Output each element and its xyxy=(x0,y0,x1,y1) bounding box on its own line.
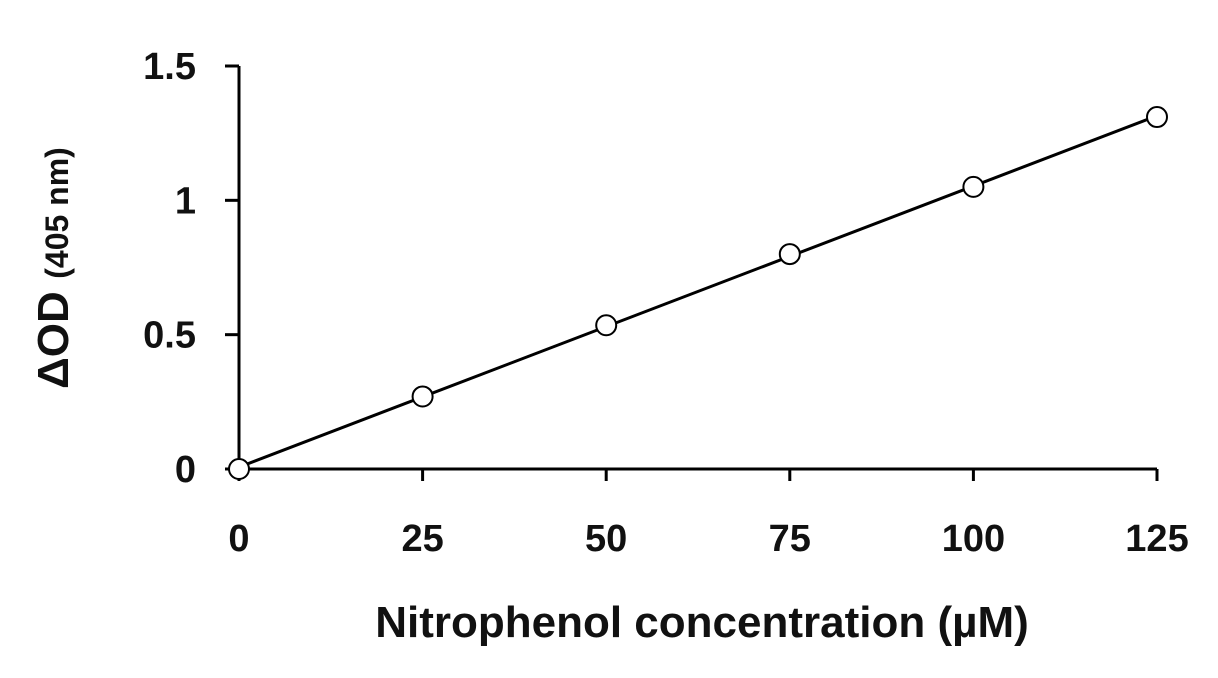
data-point xyxy=(962,175,985,198)
y-tick-label: 1 xyxy=(175,180,196,222)
data-point xyxy=(778,243,801,266)
x-tick-label: 50 xyxy=(585,518,627,560)
x-tick-label: 0 xyxy=(228,518,249,560)
trend-line xyxy=(238,114,1158,469)
data-point xyxy=(411,385,434,408)
trendline xyxy=(238,114,1158,469)
y-axis-title-unit: (405 nm) xyxy=(39,147,75,279)
y-axis-title: ΔOD (405 nm) xyxy=(29,147,78,389)
x-axis-title: Nitrophenol concentration (µM) xyxy=(375,598,1029,647)
y-tick-label: 1.5 xyxy=(143,46,196,88)
x-tick-label: 75 xyxy=(769,518,811,560)
ticks: 0 25 50 75 100 125 0 0.5 1 1.5 xyxy=(143,46,1189,560)
x-tick-label: 125 xyxy=(1125,518,1188,560)
data-point xyxy=(1146,106,1168,129)
y-tick-label: 0.5 xyxy=(143,315,196,357)
data-point xyxy=(595,314,618,337)
data-points xyxy=(228,106,1168,480)
y-tick-label: 0 xyxy=(175,449,196,491)
x-tick-label: 25 xyxy=(401,518,443,560)
x-tick-label: 100 xyxy=(942,518,1005,560)
axes xyxy=(237,66,1157,471)
y-axis-title-main: ΔOD xyxy=(29,291,78,389)
data-point xyxy=(228,458,250,480)
